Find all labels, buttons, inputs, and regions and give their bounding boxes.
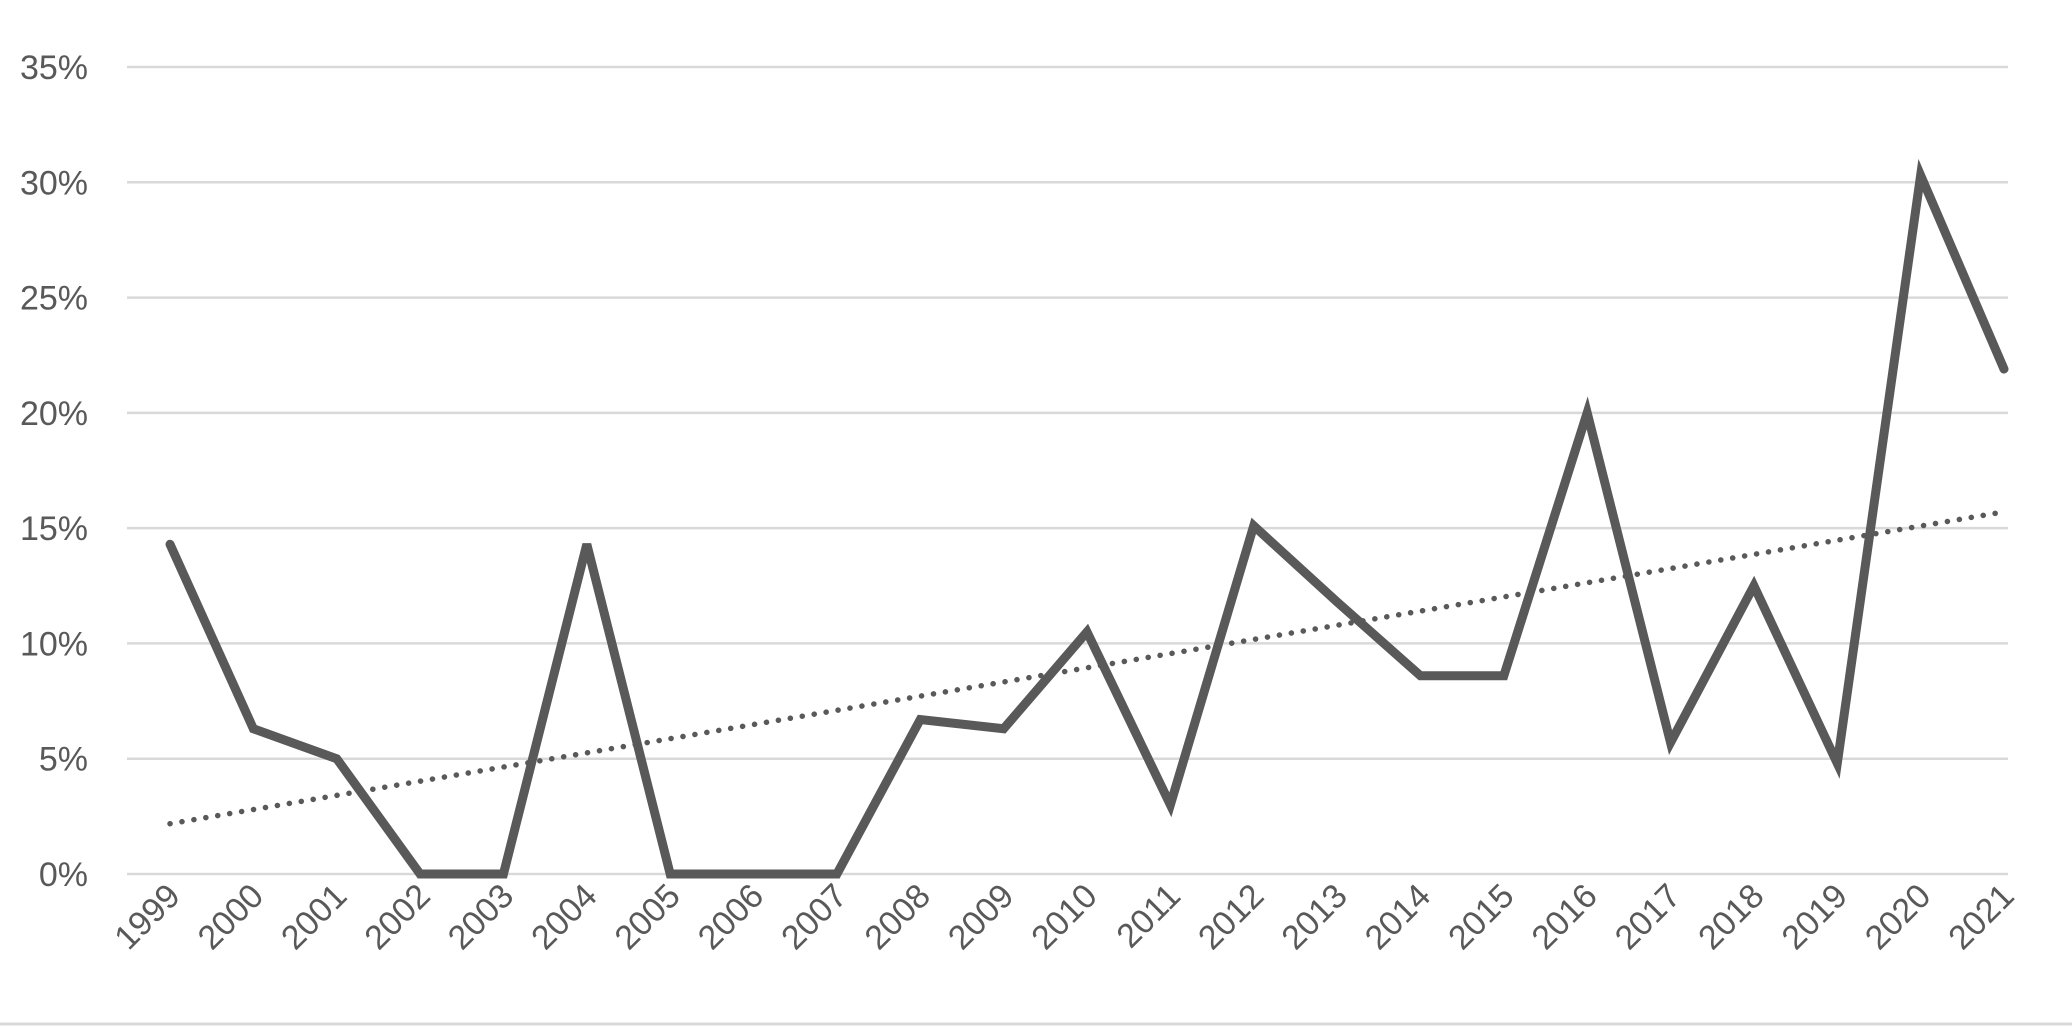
y-tick-label: 10%: [20, 625, 88, 663]
series-group: [165, 158, 2009, 879]
x-tick-label: 1999: [107, 877, 187, 957]
y-tick-label: 0%: [39, 856, 88, 894]
x-tick-label: 2006: [691, 877, 771, 957]
x-tick-label: 2005: [607, 877, 687, 957]
y-tick-label: 5%: [39, 741, 88, 779]
x-tick-label: 2008: [858, 877, 938, 957]
x-tick-label: 2012: [1191, 877, 1271, 957]
y-tick-label: 20%: [20, 395, 88, 433]
y-axis-tick-labels: 0% 5% 10% 15% 20% 25% 30% 35%: [20, 49, 88, 894]
y-tick-label: 25%: [20, 280, 88, 318]
x-tick-label: 2013: [1274, 877, 1354, 957]
x-tick-label: 2000: [191, 877, 271, 957]
x-tick-label: 2010: [1024, 877, 1104, 957]
x-tick-label: 2021: [1941, 877, 2021, 957]
x-tick-label: 2015: [1441, 877, 1521, 957]
trendline: [167, 509, 2007, 827]
x-tick-label: 2004: [524, 877, 604, 957]
x-tick-label: 2017: [1608, 877, 1688, 957]
x-tick-label: 2019: [1775, 877, 1855, 957]
y-tick-label: 30%: [20, 164, 88, 202]
gridlines: [127, 65, 2008, 876]
x-tick-label: 2014: [1358, 877, 1438, 957]
x-tick-label: 2018: [1691, 877, 1771, 957]
y-tick-label: 35%: [20, 49, 88, 87]
x-axis-tick-labels: 1999 2000 2001 2002 2003 2004 2005 2006 2007 2008…: [107, 877, 2021, 957]
x-tick-label: 2003: [441, 877, 521, 957]
x-tick-label: 2002: [357, 877, 437, 957]
x-tick-label: 2001: [274, 877, 354, 957]
trendline-line: [167, 509, 2007, 827]
x-tick-label: 2007: [774, 877, 854, 957]
series-line-0: [165, 158, 2009, 879]
x-tick-label: 2009: [941, 877, 1021, 957]
x-tick-label: 2020: [1858, 877, 1938, 957]
y-tick-label: 15%: [20, 510, 88, 548]
x-tick-label: 2011: [1109, 877, 1188, 956]
x-tick-label: 2016: [1524, 877, 1604, 957]
